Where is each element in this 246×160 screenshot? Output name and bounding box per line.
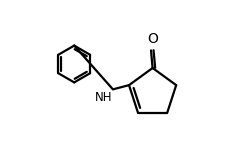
Text: NH: NH (95, 91, 112, 104)
Text: O: O (147, 32, 158, 46)
